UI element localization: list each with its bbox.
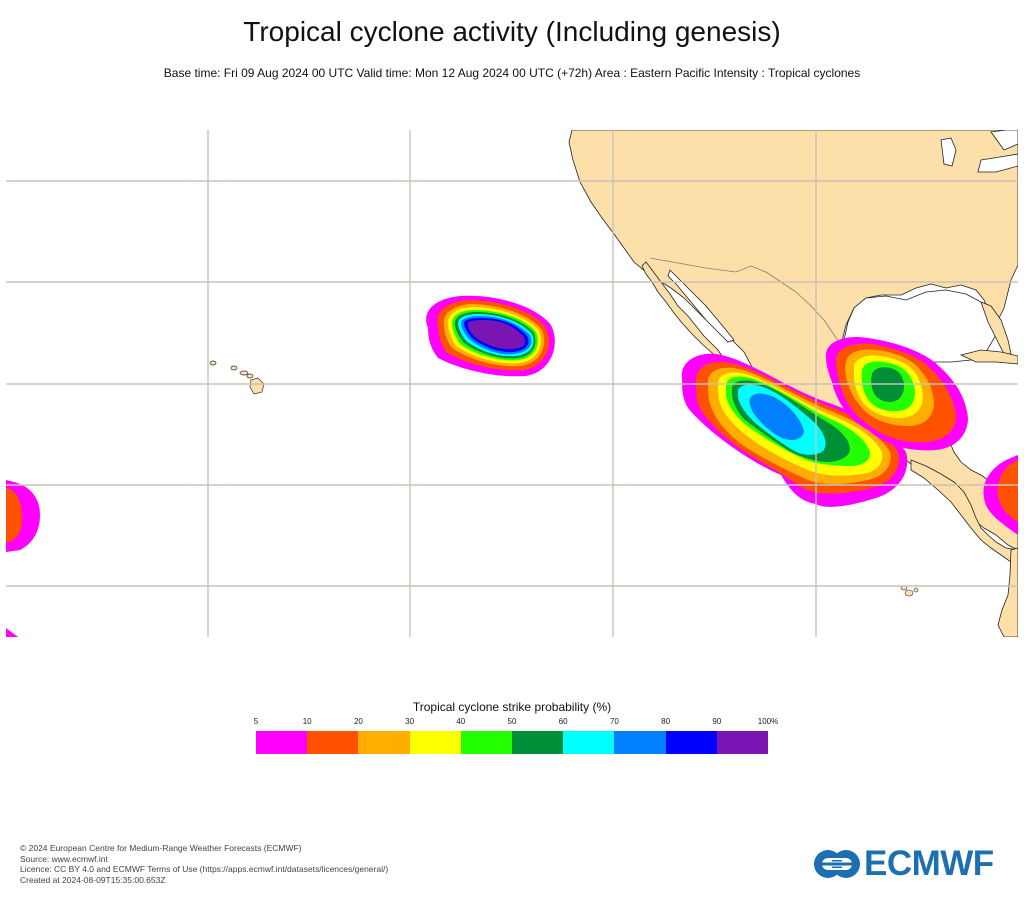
legend-swatch xyxy=(512,731,564,754)
gulf-system xyxy=(825,336,968,451)
legend-color-bar xyxy=(256,731,769,754)
chart-title: Tropical cyclone activity (Including gen… xyxy=(243,16,781,47)
legend-tick: 50 xyxy=(507,717,517,726)
legend-title: Tropical cyclone strike probability (%) xyxy=(412,700,612,714)
legend-tick: 70 xyxy=(609,717,619,726)
legend-swatch xyxy=(460,731,513,754)
mexico-coast-system xyxy=(681,353,908,507)
galapagos-islands xyxy=(900,585,919,597)
caribbean-panama-system xyxy=(983,455,1018,535)
legend-tick: 90 xyxy=(712,717,722,726)
legend-swatch xyxy=(358,731,410,754)
ecmwf-logo-icon xyxy=(814,850,860,878)
border-line xyxy=(649,257,842,346)
ecmwf-logo: ECMWF xyxy=(814,846,1006,882)
legend-ticks: 5 10 20 30 40 50 60 70 80 90 100% xyxy=(253,717,778,729)
source-text: Source: www.ecmwf.int xyxy=(20,853,108,864)
gridlines xyxy=(6,130,1018,637)
legend-swatch xyxy=(307,731,359,754)
legend-tick: 60 xyxy=(558,717,568,726)
created-text: Created at 2024-08-09T15:35:00.653Z xyxy=(20,874,166,885)
western-edge-system xyxy=(6,480,40,637)
licence-text: Licence: CC BY 4.0 and ECMWF Terms of Us… xyxy=(20,864,389,874)
legend-tick: 20 xyxy=(353,717,363,726)
map-canvas xyxy=(6,130,1018,637)
probability-map xyxy=(6,130,1018,637)
legend-swatch xyxy=(256,731,308,754)
copyright-text: © 2024 European Centre for Medium-Range … xyxy=(20,843,302,853)
legend-swatch xyxy=(614,731,666,754)
legend-tick: 40 xyxy=(456,717,466,726)
chart-subtitle: Base time: Fri 09 Aug 2024 00 UTC Valid … xyxy=(163,66,861,80)
central-pacific-system xyxy=(426,295,555,377)
hawaii-islands xyxy=(209,360,265,395)
legend-tick: 5 xyxy=(253,717,259,726)
legend-tick: 100% xyxy=(757,717,779,726)
legend-tick: 30 xyxy=(405,717,415,726)
legend-swatch xyxy=(563,731,615,754)
legend-tick: 10 xyxy=(302,717,312,726)
legend-swatch xyxy=(665,731,717,754)
ecmwf-logo-text: ECMWF xyxy=(864,844,994,883)
legend-swatch xyxy=(409,731,461,754)
legend-swatch xyxy=(716,731,769,754)
legend-tick: 80 xyxy=(661,717,671,726)
footer-credits: © 2024 European Centre for Medium-Range … xyxy=(20,843,388,885)
